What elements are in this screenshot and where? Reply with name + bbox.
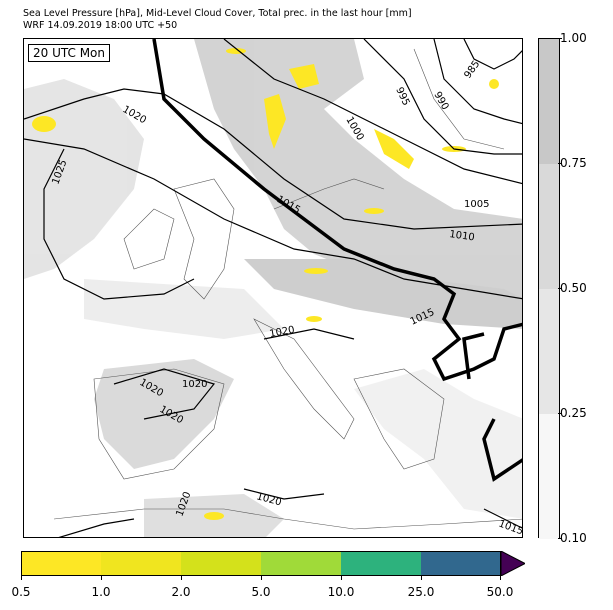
isobar-label: 1005: [464, 199, 489, 210]
precip-bin-4: [261, 551, 341, 576]
precip-tickmark: [21, 576, 22, 580]
isobar-label: 990: [431, 90, 450, 112]
map-title: Sea Level Pressure [hPa], Mid-Level Clou…: [23, 8, 412, 19]
precip-layer: [32, 48, 499, 520]
precip-bin-5: [341, 551, 421, 576]
cloud-tick: 0.25: [558, 406, 587, 420]
precip-bin-6: [421, 551, 501, 576]
precip-tick: 0.5: [11, 585, 31, 599]
precip-tick: 5.0: [251, 585, 271, 599]
cloud-bin-4: [539, 39, 559, 164]
isobar-label: 1010: [449, 229, 476, 243]
precip-bin-3: [181, 551, 261, 576]
isobar-label: 1020: [182, 379, 207, 390]
isobar-1015-bold: [152, 39, 522, 482]
isobars: [24, 39, 522, 537]
precip-tickmark: [181, 576, 182, 580]
precip-tick: 50.0: [486, 585, 514, 599]
precip-colorbar: [21, 551, 501, 576]
cloud-bin-3: [539, 164, 559, 289]
coastlines: [53, 48, 522, 530]
precip-tick: 2.0: [171, 585, 191, 599]
cloud-bin-2: [539, 289, 559, 414]
precip-tickmark: [500, 576, 501, 580]
isobar-label: 1015: [497, 518, 523, 537]
cloud-cover-colorbar: [538, 38, 560, 539]
precip-tickmark: [101, 576, 102, 580]
cloud-tick: 0.10: [558, 531, 587, 545]
precip-tick: 10.0: [327, 585, 355, 599]
cloud-tick: 0.50: [558, 281, 587, 295]
precip-bin-1: [21, 551, 101, 576]
map-canvas: 1020 1025 1015 1000 995 990 985 1005 101…: [24, 39, 523, 537]
cloud-tick: 1.00: [558, 31, 587, 45]
weather-map: 1020 1025 1015 1000 995 990 985 1005 101…: [23, 38, 523, 538]
valid-time-label: 20 UTC Mon: [28, 44, 110, 62]
cloud-tick: 0.75: [558, 156, 587, 170]
precip-bin-2: [101, 551, 181, 576]
precip-tickmark: [421, 576, 422, 580]
precip-extend-arrow: [501, 551, 525, 576]
precip-colorbar-frame: [21, 551, 501, 576]
isobar-label: 1020: [269, 325, 296, 340]
cloud-bin-1: [539, 414, 559, 539]
map-subtitle: WRF 14.09.2019 18:00 UTC +50: [23, 20, 178, 31]
precip-tickmark: [261, 576, 262, 580]
precip-tick: 25.0: [407, 585, 435, 599]
precip-tick: 1.0: [91, 585, 111, 599]
precip-tickmark: [341, 576, 342, 580]
